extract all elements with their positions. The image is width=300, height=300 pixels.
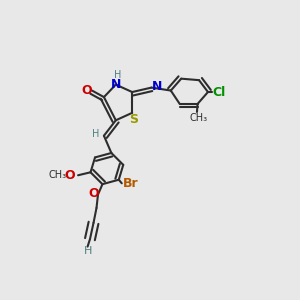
Text: CH₃: CH₃ <box>49 170 67 180</box>
Text: O: O <box>64 169 75 182</box>
Text: S: S <box>129 113 138 126</box>
Text: CH₃: CH₃ <box>189 113 208 124</box>
Text: H: H <box>92 129 99 139</box>
Text: N: N <box>152 80 162 94</box>
Text: N: N <box>111 77 121 91</box>
Text: H: H <box>83 246 92 256</box>
Text: O: O <box>88 187 99 200</box>
Text: H: H <box>114 70 121 80</box>
Text: O: O <box>81 84 92 97</box>
Text: Br: Br <box>123 177 139 190</box>
Text: Cl: Cl <box>212 85 226 98</box>
